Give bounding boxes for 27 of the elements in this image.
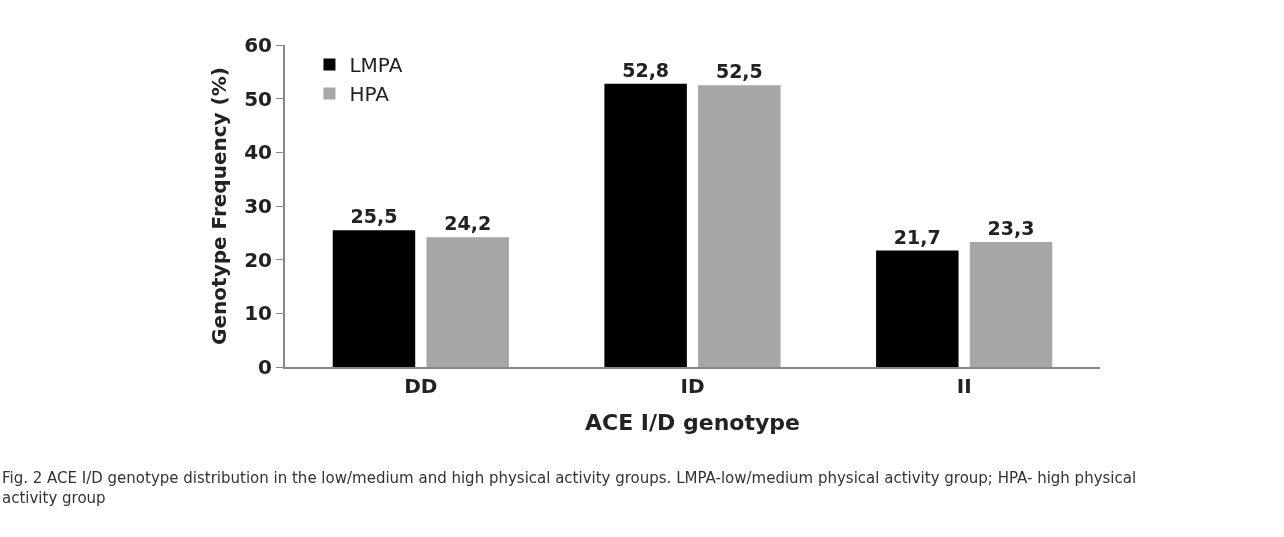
data-label: 24,2 [444,212,492,235]
y-tick-label: 30 [244,194,272,218]
data-label: 52,5 [715,60,763,83]
x-tick-label: DD [404,374,438,398]
bar [426,237,509,367]
bar [698,85,781,367]
y-tick-label: 40 [244,140,272,165]
caption: Fig. 2 ACE I/D genotype distribution in the low/medium and high physical activity groups. LMPA-low/medium physical activity group; HPA- high physical activity group [2,469,1137,507]
data-label: 21,7 [893,225,941,248]
y-tick-label: 50 [244,86,272,111]
data-label: 25,5 [350,205,398,228]
x-axis-title: ACE I/D genotype [585,410,800,436]
y-tick-label: 10 [244,301,272,326]
y-tick-label: 20 [244,247,272,272]
y-tick-label: 60 [244,33,272,57]
bar [332,230,416,367]
bar [604,83,687,367]
y-tick-label: 0 [258,355,272,379]
bar [876,250,959,367]
legend-label: HPA [349,82,390,107]
y-axis-title: Genotype Frequency (%) [207,67,232,345]
x-tick-label: ID [680,374,705,398]
x-tick-label: II [956,374,972,398]
data-label: 52,8 [622,58,670,81]
legend-label: LMPA [349,53,403,78]
bar [969,241,1053,367]
data-label: 23,3 [987,216,1035,239]
